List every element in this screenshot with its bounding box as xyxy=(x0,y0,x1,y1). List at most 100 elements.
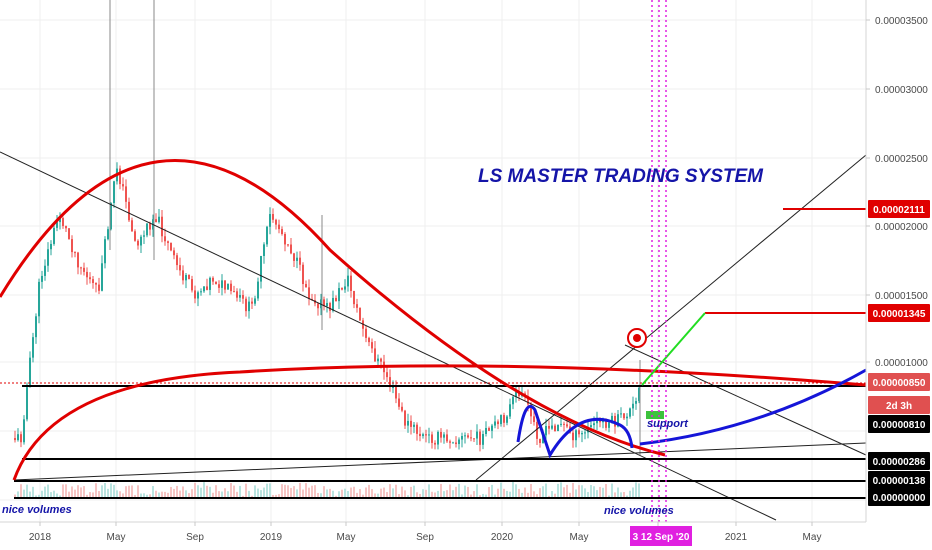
volume-bar xyxy=(335,495,337,498)
candle-body xyxy=(533,416,535,423)
volume-bar xyxy=(398,494,400,498)
volume-bar xyxy=(290,487,292,498)
volume-bar xyxy=(167,492,169,498)
candle-body xyxy=(431,434,433,443)
candle-body xyxy=(629,408,631,417)
price-badge-label: 0.00001345 xyxy=(873,309,926,320)
y-tick-label: 0.00001000 xyxy=(875,358,928,369)
volume-bar xyxy=(263,487,265,498)
volume-bar xyxy=(212,492,214,498)
volume-bar xyxy=(602,487,604,498)
time-marker[interactable]: 3 12 Sep '20 xyxy=(630,526,692,546)
volume-bar xyxy=(329,488,331,498)
volume-bar xyxy=(206,485,208,498)
price-badge-label: 0.00000810 xyxy=(873,420,926,431)
candle-body xyxy=(476,431,478,439)
candle-body xyxy=(440,431,442,438)
volume-bar xyxy=(548,495,550,498)
volume-bar xyxy=(182,486,184,498)
candle-body xyxy=(179,265,181,271)
candle-body xyxy=(437,431,439,445)
volume-bar xyxy=(608,495,610,498)
time-axis[interactable]: 2018MaySep2019MaySep2020MaySep2021May xyxy=(29,522,822,543)
volume-bar xyxy=(485,494,487,498)
volume-bar xyxy=(383,487,385,498)
candle-body xyxy=(410,420,412,427)
candle-body xyxy=(89,277,91,280)
candle-body xyxy=(83,267,85,272)
volume-bar xyxy=(41,490,43,498)
volume-bar xyxy=(155,490,157,498)
volume-bar xyxy=(101,485,103,498)
candle-body xyxy=(194,290,196,299)
volume-bar xyxy=(236,491,238,498)
candle-body xyxy=(140,236,142,246)
candle-body xyxy=(167,241,169,243)
candle-body xyxy=(413,424,415,427)
price-axis[interactable]: 0.00003500 0.00003000 0.00002500 0.00002000… xyxy=(866,16,928,369)
volume-bar xyxy=(191,489,193,498)
candle-body xyxy=(245,298,247,312)
candle-body xyxy=(281,229,283,235)
candle-body xyxy=(626,416,628,419)
candle-body xyxy=(503,415,505,423)
candle-body xyxy=(224,280,226,290)
volume-bar xyxy=(596,490,598,498)
volume-bar xyxy=(533,491,535,498)
candle-body xyxy=(269,214,271,227)
candle-body xyxy=(98,284,100,291)
volume-bar xyxy=(371,489,373,498)
x-tick-label: May xyxy=(803,532,822,543)
volume-bar xyxy=(341,489,343,498)
candle-body xyxy=(191,279,193,291)
volume-bar xyxy=(260,490,262,498)
x-tick-label: Sep xyxy=(416,532,434,543)
volume-bar xyxy=(623,492,625,498)
volume-bar xyxy=(521,492,523,498)
candle-body xyxy=(596,419,598,424)
volume-bar xyxy=(50,492,52,498)
drawings xyxy=(0,0,867,522)
candle-body xyxy=(275,219,277,225)
volume-bar xyxy=(20,484,22,498)
volume-bar xyxy=(314,485,316,498)
candle-body xyxy=(551,425,553,429)
volume-bar xyxy=(404,490,406,498)
grid xyxy=(0,0,866,522)
candle-body xyxy=(239,295,241,298)
candle-body xyxy=(623,413,625,419)
green-projection xyxy=(641,312,706,386)
volume-bar xyxy=(113,484,115,498)
volume-bar xyxy=(560,482,562,498)
volume-bar xyxy=(587,492,589,498)
volume-bar xyxy=(419,493,421,498)
x-tick-label: 2019 xyxy=(260,532,283,543)
candle-body xyxy=(515,391,517,397)
candle-body xyxy=(215,281,217,285)
candle-body xyxy=(305,284,307,288)
candle-body xyxy=(590,425,592,428)
candle-body xyxy=(227,283,229,290)
candle-body xyxy=(107,229,109,240)
candle-body xyxy=(359,307,361,321)
volume-bar xyxy=(110,483,112,498)
volume-bar xyxy=(215,485,217,498)
price-badge-label: 2d 3h xyxy=(886,401,912,412)
volume-bar xyxy=(440,483,442,498)
volume-bar xyxy=(119,491,121,498)
blue-pattern xyxy=(516,404,634,459)
x-tick-label: Sep xyxy=(186,532,204,543)
candle-body xyxy=(368,337,370,343)
candle-body xyxy=(17,434,19,441)
volume-bar xyxy=(410,486,412,498)
volume-bar xyxy=(476,484,478,498)
volume-bar xyxy=(491,484,493,498)
candle-body xyxy=(527,396,529,405)
candle-body xyxy=(176,255,178,266)
chart-title: LS MASTER TRADING SYSTEM xyxy=(478,166,764,187)
volume-bar xyxy=(125,486,127,498)
volume-bar xyxy=(503,488,505,498)
volume-bar xyxy=(80,487,82,498)
